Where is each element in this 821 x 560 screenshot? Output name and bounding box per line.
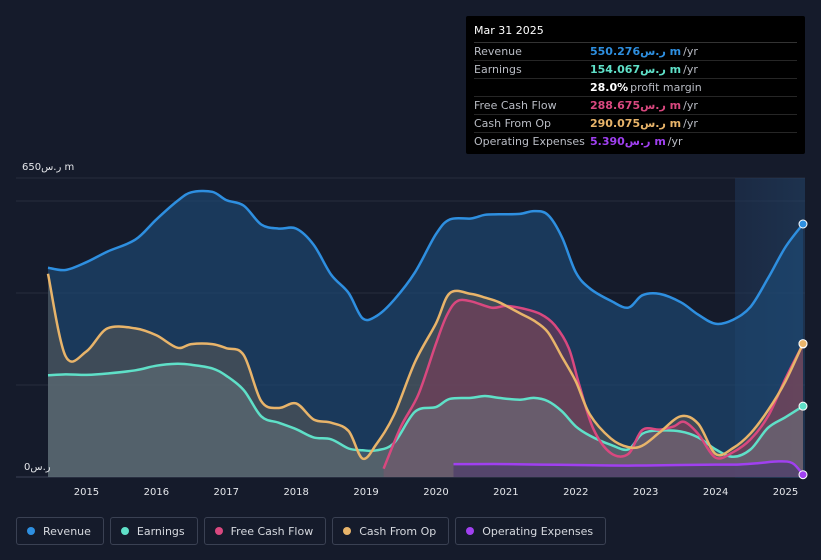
tooltip-row: Operating Expenses 5.390ر.س m/yr [474,133,797,150]
tooltip-value: 28.0% [590,81,629,94]
tooltip-row: Earnings 154.067ر.س m/yr [474,61,797,79]
series-endpoints [798,219,808,480]
x-tick-label: 2017 [214,487,239,498]
x-tick-label: 2016 [144,487,169,498]
tooltip-label: Free Cash Flow [474,99,557,112]
earnings-area [48,363,803,477]
x-tick-label: 2021 [493,487,518,498]
tooltip-unit: /yr [667,135,683,148]
tooltip-value: 5.390ر.س m [590,135,666,148]
chart-legend: Revenue Earnings Free Cash Flow Cash From O… [16,517,607,547]
y-axis-max-label: 650ر.س m [22,162,74,173]
legend-item-earnings[interactable]: Earnings [109,517,198,545]
tooltip-row: Cash From Op 290.075ر.س m/yr [474,115,797,133]
legend-dot-icon [343,527,352,535]
tooltip-unit: profit margin [630,81,702,94]
legend-item-free-cash-flow[interactable]: Free Cash Flow [203,517,327,545]
legend-label: Free Cash Flow [230,524,314,538]
tooltip-unit: /yr [683,99,698,112]
y-axis-min-label: 0ر.س [24,462,51,473]
x-tick-label: 2020 [423,487,448,498]
tooltip-label: Revenue [474,45,522,58]
tooltip-value: 288.675ر.س m [590,99,682,112]
tooltip-row: Revenue 550.276ر.س m/yr [474,43,797,61]
legend-label: Cash From Op [359,524,437,538]
x-tick-label: 2015 [74,487,99,498]
cfo-endpoint [798,339,808,349]
earnings-endpoint [798,401,808,411]
tooltip-value: 290.075ر.س m [590,117,682,130]
tooltip-row: Free Cash Flow 288.675ر.س m/yr [474,97,797,115]
tooltip-value: 154.067ر.س m [590,63,682,76]
revenue-line [47,189,804,326]
x-tick-label: 2025 [773,487,798,498]
x-tick-label: 2022 [563,487,588,498]
legend-item-cash-from-op[interactable]: Cash From Op [332,517,450,545]
earnings-line [47,362,804,459]
tooltip-label: Operating Expenses [474,135,585,148]
tooltip-label: Earnings [474,63,522,76]
fcf-area [383,299,803,477]
tooltip-label: Cash From Op [474,117,552,130]
tooltip-date: Mar 31 2025 [474,23,797,43]
legend-label: Earnings [136,524,185,538]
opex-endpoint [798,470,808,480]
legend-item-revenue[interactable]: Revenue [16,517,104,545]
legend-dot-icon [214,527,223,535]
tooltip-unit: /yr [683,45,698,58]
tooltip-panel: Mar 31 2025 Revenue 550.276ر.س m/yr Earnin… [466,16,805,154]
revenue-area [48,190,803,477]
x-tick-label: 2024 [703,487,728,498]
series-lines [46,189,805,476]
legend-item-operating-expenses[interactable]: Operating Expenses [455,517,607,545]
tooltip-value: 550.276ر.س m [590,45,682,58]
tooltip-unit: /yr [683,117,698,130]
revenue-endpoint [798,219,808,229]
tooltip-row: 28.0% profit margin [474,79,797,97]
legend-dot-icon [466,527,475,535]
legend-label: Operating Expenses [482,524,594,538]
x-tick-label: 2018 [283,487,308,498]
x-tick-label: 2023 [633,487,658,498]
x-tick-label: 2019 [353,487,378,498]
cfo-line [46,273,805,461]
x-axis-ticks: 2015 2016 2017 2018 2019 2020 2021 2022 2023 2024… [74,487,799,498]
legend-dot-icon [120,527,129,535]
opex-line [453,460,804,476]
tooltip-unit: /yr [683,63,698,76]
tooltip-label [474,79,590,96]
legend-label: Revenue [43,524,91,538]
legend-dot-icon [27,527,35,535]
